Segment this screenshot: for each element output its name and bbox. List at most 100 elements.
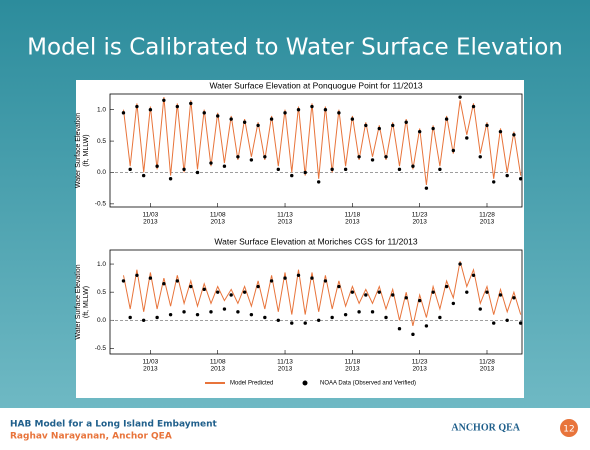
- observed-point: [175, 104, 180, 109]
- chart-title: Water Surface Elevation at Ponquogue Poi…: [209, 80, 422, 90]
- y-axis-unit: (ft, MLLW): [83, 134, 90, 166]
- x-tick-year: 2013: [345, 219, 360, 226]
- observed-point: [343, 167, 348, 172]
- x-tick-label: 11/23: [412, 212, 428, 219]
- observed-point: [384, 155, 388, 159]
- x-tick-year: 2013: [278, 219, 293, 226]
- footer-title: HAB Model for a Long Island Embayment: [10, 420, 218, 430]
- observed-point: [465, 136, 469, 140]
- observed-point: [121, 111, 126, 115]
- observed-point: [236, 310, 240, 314]
- observed-point: [195, 170, 200, 175]
- observed-point: [370, 158, 375, 162]
- observed-point: [391, 123, 395, 128]
- observed-point: [168, 177, 173, 181]
- observed-point: [337, 111, 341, 115]
- observed-point: [269, 117, 274, 121]
- observed-point: [431, 290, 435, 294]
- observed-point: [303, 170, 307, 175]
- observed-point: [357, 310, 361, 314]
- x-tick-year: 2013: [480, 219, 495, 226]
- observed-point: [209, 310, 213, 314]
- observed-point: [249, 312, 254, 317]
- y-tick-label: 1.0: [97, 261, 106, 268]
- observed-point: [411, 164, 415, 168]
- observed-point: [330, 315, 334, 320]
- y-tick-label: -0.5: [95, 201, 107, 208]
- observed-point: [512, 133, 516, 137]
- observed-point: [236, 155, 240, 159]
- observed-point: [438, 315, 442, 320]
- observed-point: [148, 107, 153, 112]
- observed-point: [121, 279, 126, 283]
- plot-frame: [109, 249, 523, 355]
- observed-point: [458, 262, 462, 266]
- x-tick-year: 2013: [412, 219, 427, 226]
- x-tick-year: 2013: [210, 219, 225, 226]
- observed-point: [189, 101, 193, 106]
- observed-point: [269, 279, 274, 283]
- observed-point: [404, 120, 408, 124]
- observed-point: [162, 282, 166, 286]
- footer-band: [0, 408, 590, 446]
- observed-point: [330, 167, 334, 172]
- chart-title: Water Surface Elevation at Moriches CGS …: [214, 236, 417, 246]
- legend-label: Model Predicted: [230, 381, 273, 387]
- y-axis-label: Water Surface Elevation: [75, 113, 82, 188]
- observed-point: [424, 324, 429, 328]
- observed-point: [485, 123, 489, 128]
- observed-point: [189, 284, 193, 289]
- observed-point: [417, 129, 422, 134]
- observed-point: [444, 117, 449, 121]
- observed-point: [323, 107, 328, 112]
- observed-point: [202, 287, 206, 292]
- observed-point: [417, 298, 422, 303]
- observed-point: [141, 318, 146, 322]
- observed-point: [155, 164, 159, 168]
- x-tick-year: 2013: [143, 219, 158, 226]
- observed-point: [162, 98, 166, 102]
- x-tick-label: 11/18: [344, 359, 360, 366]
- observed-point: [518, 177, 523, 181]
- observed-point: [316, 180, 321, 184]
- model-line: [123, 97, 522, 186]
- page-number: 12: [563, 425, 574, 435]
- observed-point: [397, 167, 402, 172]
- x-tick-label: 11/08: [210, 212, 226, 219]
- observed-point: [451, 301, 456, 306]
- observed-point: [310, 276, 314, 280]
- observed-point: [350, 290, 355, 294]
- x-tick-label: 11/18: [344, 212, 360, 219]
- observed-point: [249, 158, 254, 162]
- observed-point: [343, 312, 348, 317]
- observed-point: [256, 123, 260, 128]
- x-tick-year: 2013: [412, 366, 427, 373]
- observed-point: [128, 315, 132, 320]
- y-tick-label: 0.0: [97, 169, 106, 176]
- observed-point: [498, 293, 503, 297]
- observed-point: [357, 155, 361, 159]
- observed-point: [283, 276, 287, 280]
- observed-point: [263, 315, 267, 320]
- y-tick-label: 0.5: [97, 138, 106, 145]
- observed-point: [263, 155, 267, 159]
- y-tick-label: -0.5: [95, 345, 107, 352]
- x-tick-label: 11/08: [210, 359, 226, 366]
- observed-point: [141, 173, 146, 178]
- x-tick-label: 11/23: [412, 359, 428, 366]
- observed-point: [316, 318, 321, 322]
- observed-point: [256, 284, 260, 289]
- observed-point: [229, 117, 233, 121]
- x-tick-label: 11/03: [142, 212, 158, 219]
- observed-point: [296, 273, 301, 277]
- observed-point: [478, 155, 482, 159]
- observed-point: [276, 318, 281, 322]
- observed-point: [216, 290, 220, 294]
- x-tick-year: 2013: [143, 366, 158, 373]
- observed-point: [242, 290, 247, 294]
- observed-point: [222, 307, 227, 311]
- observed-point: [377, 126, 381, 131]
- y-tick-label: 0.0: [97, 317, 106, 324]
